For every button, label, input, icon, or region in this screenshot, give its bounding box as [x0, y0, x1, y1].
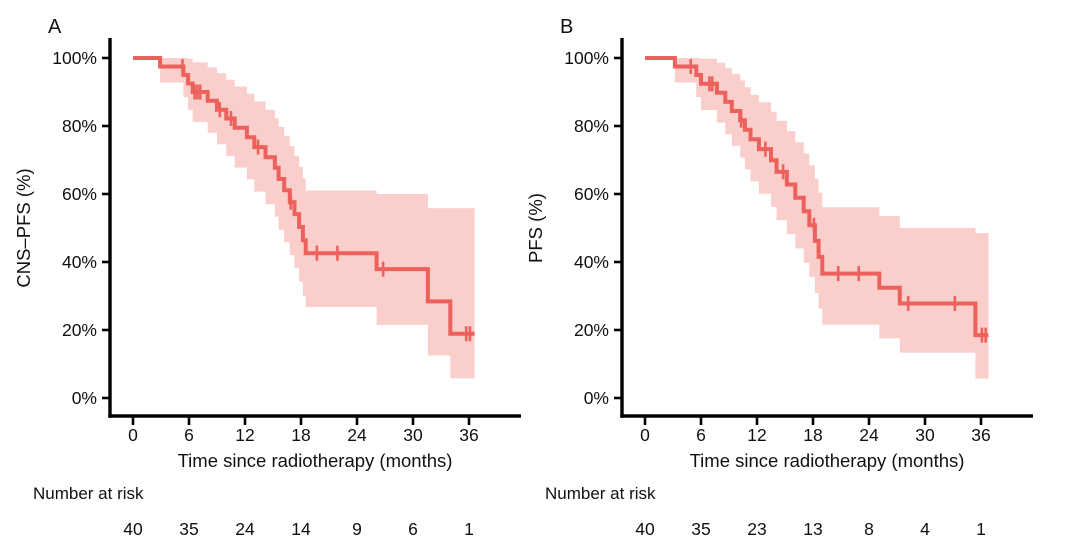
y-tick-label: 40%	[574, 252, 609, 272]
panel-letter: A	[48, 16, 62, 38]
km-curve	[645, 56, 989, 338]
x-tick-label: 18	[291, 425, 310, 445]
risk-count: 1	[464, 519, 474, 539]
risk-count: 24	[235, 519, 255, 539]
risk-count: 35	[691, 519, 710, 539]
x-axis-title: Time since radiotherapy (months)	[178, 450, 453, 471]
risk-count: 40	[123, 519, 143, 539]
x-tick-label: 24	[859, 425, 879, 445]
x-tick-label: 0	[128, 425, 138, 445]
y-tick-label: 80%	[574, 116, 609, 136]
x-tick-label: 24	[347, 425, 367, 445]
x-tick-label: 30	[915, 425, 935, 445]
y-tick-label: 100%	[52, 48, 97, 68]
y-tick-label: 20%	[574, 320, 609, 340]
km-curve	[133, 56, 475, 336]
x-tick-label: 12	[235, 425, 254, 445]
x-tick-label: 0	[640, 425, 650, 445]
risk-table-label: Number at risk	[33, 484, 144, 503]
x-tick-label: 18	[803, 425, 822, 445]
y-tick-label: 60%	[574, 184, 609, 204]
x-tick-label: 12	[747, 425, 766, 445]
confidence-band	[160, 58, 475, 379]
x-tick-label: 36	[459, 425, 478, 445]
confidence-band	[674, 58, 989, 379]
y-tick-label: 0%	[584, 388, 609, 408]
risk-count: 9	[352, 519, 362, 539]
y-axis-title: PFS (%)	[525, 193, 546, 263]
risk-count: 35	[179, 519, 198, 539]
risk-count: 14	[291, 519, 311, 539]
y-tick-label: 100%	[564, 48, 609, 68]
x-tick-label: 30	[403, 425, 423, 445]
y-tick-label: 60%	[62, 184, 97, 204]
panel-letter: B	[560, 16, 573, 38]
risk-count: 8	[864, 519, 874, 539]
x-axis-title: Time since radiotherapy (months)	[690, 450, 965, 471]
risk-count: 23	[747, 519, 766, 539]
risk-table-label: Number at risk	[545, 484, 656, 503]
risk-count: 6	[408, 519, 418, 539]
x-tick-label: 6	[696, 425, 706, 445]
risk-count: 40	[635, 519, 655, 539]
x-tick-label: 36	[971, 425, 990, 445]
y-tick-label: 40%	[62, 252, 97, 272]
y-tick-label: 80%	[62, 116, 97, 136]
panel-a: 100% 80% 60% 40% 20% 0% 0 6 12 18 24 30 36 Time since…	[13, 16, 521, 539]
risk-count: 4	[920, 519, 930, 539]
y-tick-label: 20%	[62, 320, 97, 340]
y-axis-title: CNS–PFS (%)	[13, 168, 34, 287]
risk-count: 13	[803, 519, 822, 539]
y-tick-label: 0%	[72, 388, 97, 408]
risk-count: 1	[976, 519, 986, 539]
x-tick-label: 6	[184, 425, 194, 445]
